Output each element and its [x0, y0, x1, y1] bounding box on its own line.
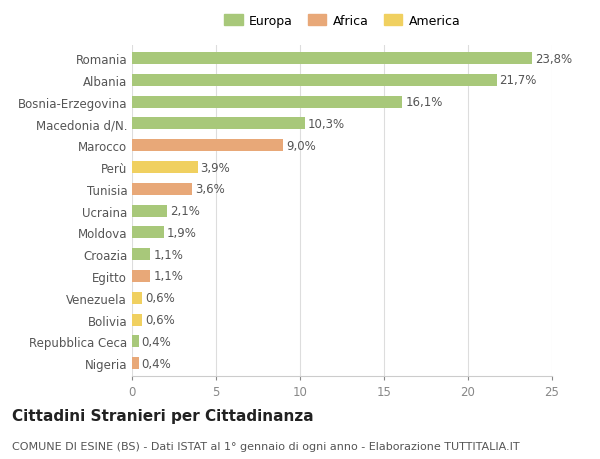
- Bar: [132, 162, 197, 174]
- Text: 2,1%: 2,1%: [170, 205, 200, 218]
- Bar: [132, 336, 139, 347]
- Text: 3,6%: 3,6%: [196, 183, 225, 196]
- Bar: [132, 53, 532, 65]
- Text: 0,4%: 0,4%: [142, 357, 172, 370]
- Legend: Europa, Africa, America: Europa, Africa, America: [219, 10, 465, 33]
- Text: 1,1%: 1,1%: [154, 248, 184, 261]
- Bar: [132, 292, 142, 304]
- Text: 23,8%: 23,8%: [535, 52, 572, 66]
- Text: Cittadini Stranieri per Cittadinanza: Cittadini Stranieri per Cittadinanza: [12, 409, 314, 424]
- Text: 0,4%: 0,4%: [142, 335, 172, 348]
- Bar: [132, 118, 305, 130]
- Bar: [132, 249, 151, 261]
- Text: 3,9%: 3,9%: [200, 161, 230, 174]
- Bar: [132, 96, 403, 108]
- Text: COMUNE DI ESINE (BS) - Dati ISTAT al 1° gennaio di ogni anno - Elaborazione TUTT: COMUNE DI ESINE (BS) - Dati ISTAT al 1° …: [12, 441, 520, 451]
- Bar: [132, 314, 142, 326]
- Bar: [132, 184, 193, 196]
- Text: 0,6%: 0,6%: [145, 291, 175, 305]
- Text: 0,6%: 0,6%: [145, 313, 175, 326]
- Text: 9,0%: 9,0%: [286, 140, 316, 152]
- Text: 1,9%: 1,9%: [167, 226, 197, 239]
- Text: 21,7%: 21,7%: [500, 74, 537, 87]
- Text: 1,1%: 1,1%: [154, 270, 184, 283]
- Bar: [132, 75, 497, 87]
- Bar: [132, 358, 139, 369]
- Text: 16,1%: 16,1%: [406, 96, 443, 109]
- Bar: [132, 205, 167, 217]
- Bar: [132, 227, 164, 239]
- Text: 10,3%: 10,3%: [308, 118, 345, 131]
- Bar: [132, 270, 151, 282]
- Bar: [132, 140, 283, 152]
